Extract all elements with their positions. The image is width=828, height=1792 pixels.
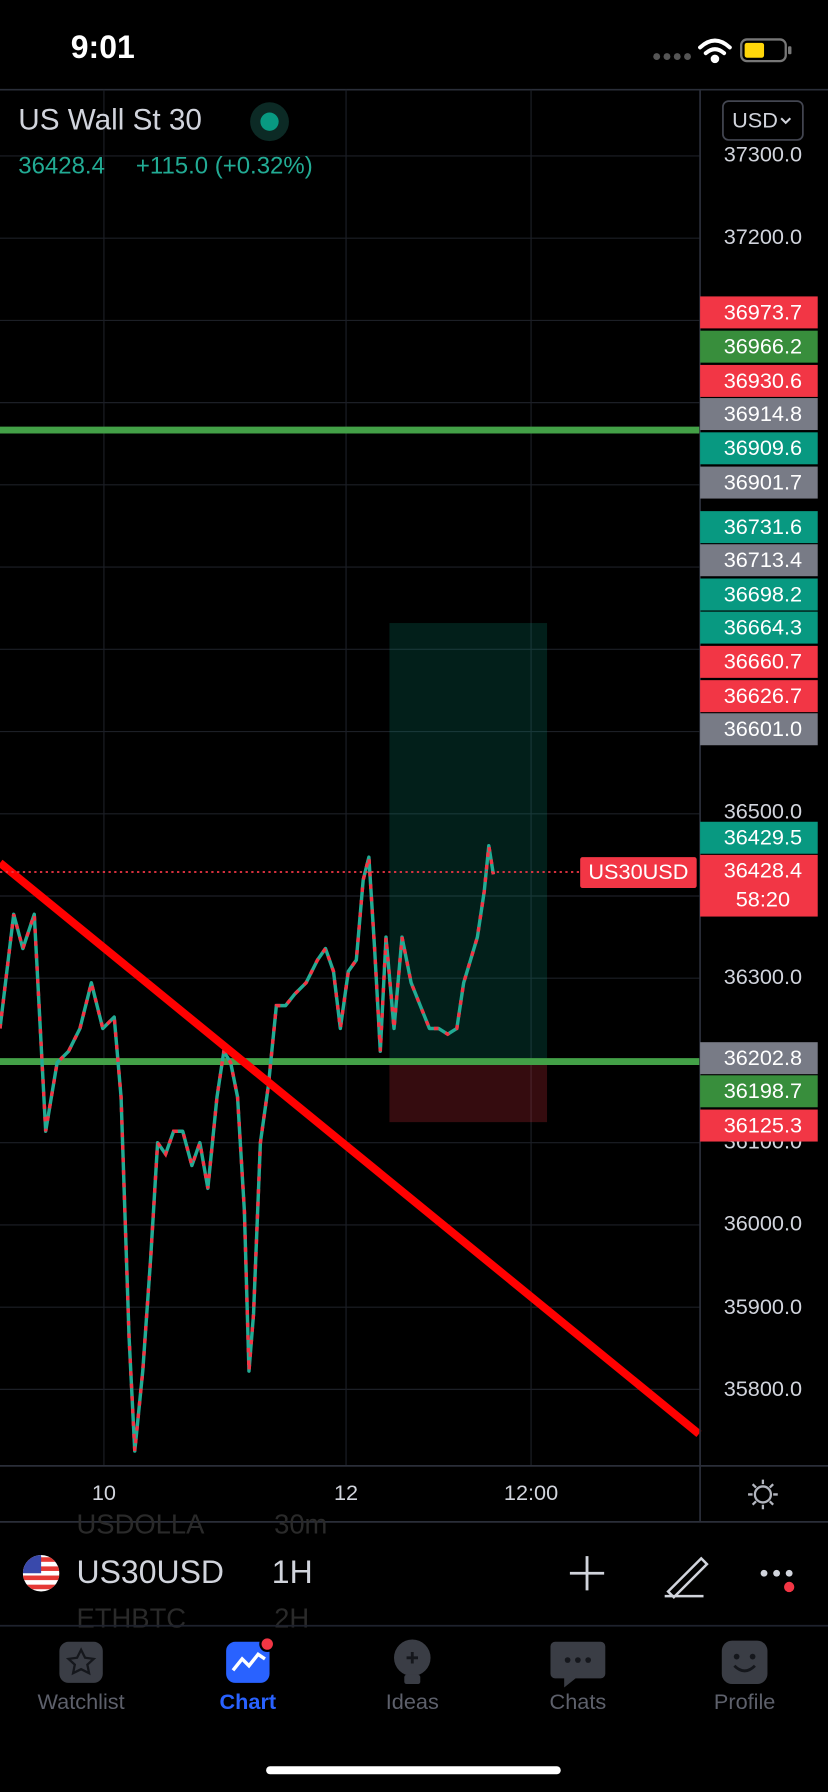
- price-tag: [700, 466, 818, 499]
- loss-zone: [389, 1061, 548, 1123]
- toolbar-interval[interactable]: 1H: [272, 1554, 313, 1590]
- price-tag: [700, 432, 818, 465]
- price-tag: [700, 544, 818, 577]
- trend-line: [0, 859, 702, 1438]
- time-label: 12:00: [504, 1480, 558, 1505]
- price-tag-label: 36601.0: [724, 716, 802, 741]
- tab-label[interactable]: Watchlist: [38, 1689, 125, 1714]
- countdown: 58:20: [736, 886, 790, 911]
- price-tag: [700, 330, 818, 363]
- price-tag-label: 36198.7: [724, 1078, 802, 1103]
- price-tag-label: 36202.8: [724, 1045, 802, 1070]
- currency-button[interactable]: [722, 100, 804, 141]
- wifi-icon: [698, 38, 732, 64]
- price-tag-label: 36713.4: [724, 547, 802, 572]
- price-label: 36500.0: [724, 798, 802, 823]
- add-button[interactable]: [569, 1556, 605, 1591]
- tab-label[interactable]: Chart: [220, 1689, 277, 1714]
- flag-icon: [22, 1554, 60, 1592]
- current-price-tag: [700, 854, 818, 917]
- price-tag-label: 36909.6: [724, 435, 802, 460]
- price-tag-label: 36966.2: [724, 334, 802, 359]
- price-tag: [700, 680, 818, 713]
- more-button[interactable]: [760, 1569, 795, 1593]
- price-tag-label: 36973.7: [724, 299, 802, 324]
- grid: [0, 155, 701, 1390]
- price-tag: [700, 611, 818, 644]
- price-tag: [700, 578, 818, 611]
- price-tag: [700, 1042, 818, 1075]
- signal-icon: [653, 53, 691, 61]
- tab-label[interactable]: Ideas: [386, 1689, 439, 1714]
- peek-symbol: USDOLLA: [77, 1509, 206, 1540]
- market-status-dot: [260, 112, 279, 131]
- price-tag-label: 36698.2: [724, 581, 802, 606]
- toolbar-symbol[interactable]: US30USD: [77, 1554, 224, 1590]
- price-tag: [700, 821, 818, 854]
- draw-button[interactable]: [664, 1556, 709, 1600]
- settings-icon[interactable]: [748, 1479, 778, 1510]
- chevron: [780, 117, 792, 125]
- price-tag: [700, 511, 818, 544]
- price-label: 35800.0: [724, 1376, 802, 1401]
- price-tag-label: 36626.7: [724, 683, 802, 708]
- price-tag-label: 36901.7: [724, 469, 802, 494]
- price-label: 37300.0: [724, 142, 802, 167]
- price-tag: [700, 364, 818, 397]
- tab-label[interactable]: Profile: [714, 1689, 775, 1714]
- current-price: 36428.4: [724, 858, 802, 883]
- price-label: 36300.0: [724, 964, 802, 989]
- price-tag: [700, 645, 818, 678]
- price-tag: [700, 1109, 818, 1142]
- price-label: 35900.0: [724, 1294, 802, 1319]
- symbol-name[interactable]: US Wall St 30: [18, 104, 202, 137]
- peek-symbol: ETHBTC: [77, 1602, 187, 1633]
- tab-bar: Watchlist Chart Ideas Chats Profile: [38, 1689, 776, 1714]
- price-tag-label: 36930.6: [724, 368, 802, 393]
- price-tag: [700, 713, 818, 746]
- profit-zone: [389, 623, 548, 1062]
- price-change: +115.0 (+0.32%): [136, 153, 313, 180]
- status-time: 9:01: [71, 29, 135, 65]
- price-tag-label: 36664.3: [724, 614, 802, 639]
- tab-icons: [59, 1636, 768, 1688]
- symbol-tag-label: US30USD: [588, 859, 688, 884]
- price-tags: 36973.7 36966.2 36930.6 36914.8 36909.6 36901…: [700, 296, 818, 1142]
- price-tag-label: 36914.8: [724, 401, 802, 426]
- price-tag-label: 36660.7: [724, 649, 802, 674]
- time-label: 12: [334, 1480, 358, 1505]
- price-tag: [700, 398, 818, 431]
- price-label: 37200.0: [724, 224, 802, 249]
- peek-interval: 30m: [274, 1509, 327, 1540]
- home-indicator: [266, 1766, 561, 1775]
- price-tag-label: 36125.3: [724, 1112, 802, 1137]
- last-price: 36428.4: [18, 153, 105, 180]
- price-series-down: [0, 845, 496, 1452]
- price-tag-label: 36429.5: [724, 825, 802, 850]
- price-tag-label: 36731.6: [724, 514, 802, 539]
- symbol-tag: [580, 857, 697, 889]
- battery-icon: [740, 38, 792, 63]
- price-tag: [700, 296, 818, 329]
- currency-label[interactable]: USD: [732, 107, 778, 132]
- price-label: 36000.0: [724, 1211, 802, 1236]
- time-label: 10: [92, 1480, 116, 1505]
- tab-label[interactable]: Chats: [550, 1689, 607, 1714]
- peek-interval: 2H: [274, 1602, 309, 1633]
- grid-vertical: [103, 89, 532, 1466]
- price-tag: [700, 1075, 818, 1108]
